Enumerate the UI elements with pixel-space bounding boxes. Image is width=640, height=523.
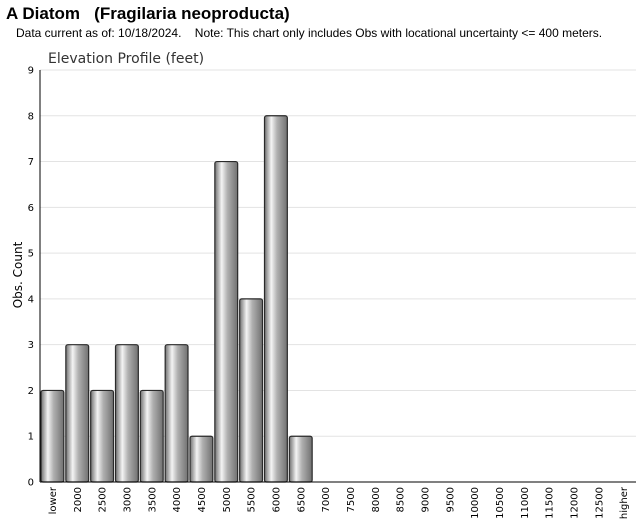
bar bbox=[139, 389, 164, 483]
bar bbox=[288, 435, 313, 483]
x-tick-label: 11500 bbox=[545, 487, 556, 519]
bar bbox=[189, 435, 214, 483]
axes bbox=[39, 70, 636, 483]
page-title: A Diatom (Fragilaria neoproducta) bbox=[6, 4, 290, 23]
x-tick-label: 2500 bbox=[98, 487, 109, 512]
y-axis-label: Obs. Count bbox=[11, 241, 25, 308]
x-tick-label: 4500 bbox=[197, 487, 208, 512]
y-tick-label: 7 bbox=[28, 157, 34, 168]
y-tick-label: 3 bbox=[28, 340, 34, 351]
x-tick-label: 12500 bbox=[594, 487, 605, 519]
x-tick-label: 6500 bbox=[296, 487, 307, 512]
y-tick-label: 1 bbox=[28, 432, 34, 443]
x-tick-label: 7500 bbox=[346, 487, 357, 512]
y-tick-label: 5 bbox=[28, 249, 34, 260]
bar bbox=[40, 389, 65, 483]
x-tick-label: 11000 bbox=[520, 487, 531, 519]
x-tick-label: 4000 bbox=[172, 487, 183, 512]
x-tick-labels: lower 2000 2500 3000 3500 4000 4500 5000 5500 600… bbox=[48, 486, 630, 519]
y-tick-label: 9 bbox=[28, 66, 34, 77]
y-tick-label: 8 bbox=[28, 111, 34, 122]
x-tick-label: 9500 bbox=[445, 487, 456, 512]
x-tick-label: 3500 bbox=[147, 487, 158, 512]
bar bbox=[114, 344, 139, 483]
x-tick-label: 6000 bbox=[271, 487, 282, 512]
x-tick-label: 10000 bbox=[470, 487, 481, 519]
bar bbox=[239, 298, 264, 483]
y-tick-label: 6 bbox=[28, 203, 34, 214]
x-tick-label: 12000 bbox=[569, 487, 580, 519]
x-tick-label: 2000 bbox=[73, 487, 84, 512]
x-tick-label: 8500 bbox=[396, 487, 407, 512]
x-tick-label: 3000 bbox=[122, 487, 133, 512]
bar bbox=[90, 389, 115, 483]
bar bbox=[214, 160, 239, 483]
bar bbox=[164, 344, 189, 483]
chart-title: Elevation Profile (feet) bbox=[48, 51, 204, 67]
y-tick-labels: 0 1 2 3 4 5 6 7 8 9 bbox=[28, 66, 34, 489]
y-tick-label: 4 bbox=[28, 294, 34, 305]
bar bbox=[65, 344, 90, 483]
bar bbox=[263, 115, 288, 483]
bar-series bbox=[40, 115, 313, 483]
x-tick-label: 9000 bbox=[420, 487, 431, 512]
x-tick-label: 10500 bbox=[495, 487, 506, 519]
x-tick-label: 8000 bbox=[371, 487, 382, 512]
x-tick-label: 7000 bbox=[321, 487, 332, 512]
x-tick-label: 5500 bbox=[247, 487, 258, 512]
y-tick-label: 2 bbox=[28, 386, 34, 397]
x-tick-label: 5000 bbox=[222, 487, 233, 512]
x-tick-label: lower bbox=[48, 486, 59, 514]
x-tick-label: higher bbox=[619, 486, 630, 519]
data-note: Data current as of: 10/18/2024. Note: Th… bbox=[16, 26, 603, 40]
grid-lines bbox=[40, 69, 636, 437]
y-tick-label: 0 bbox=[28, 478, 34, 489]
